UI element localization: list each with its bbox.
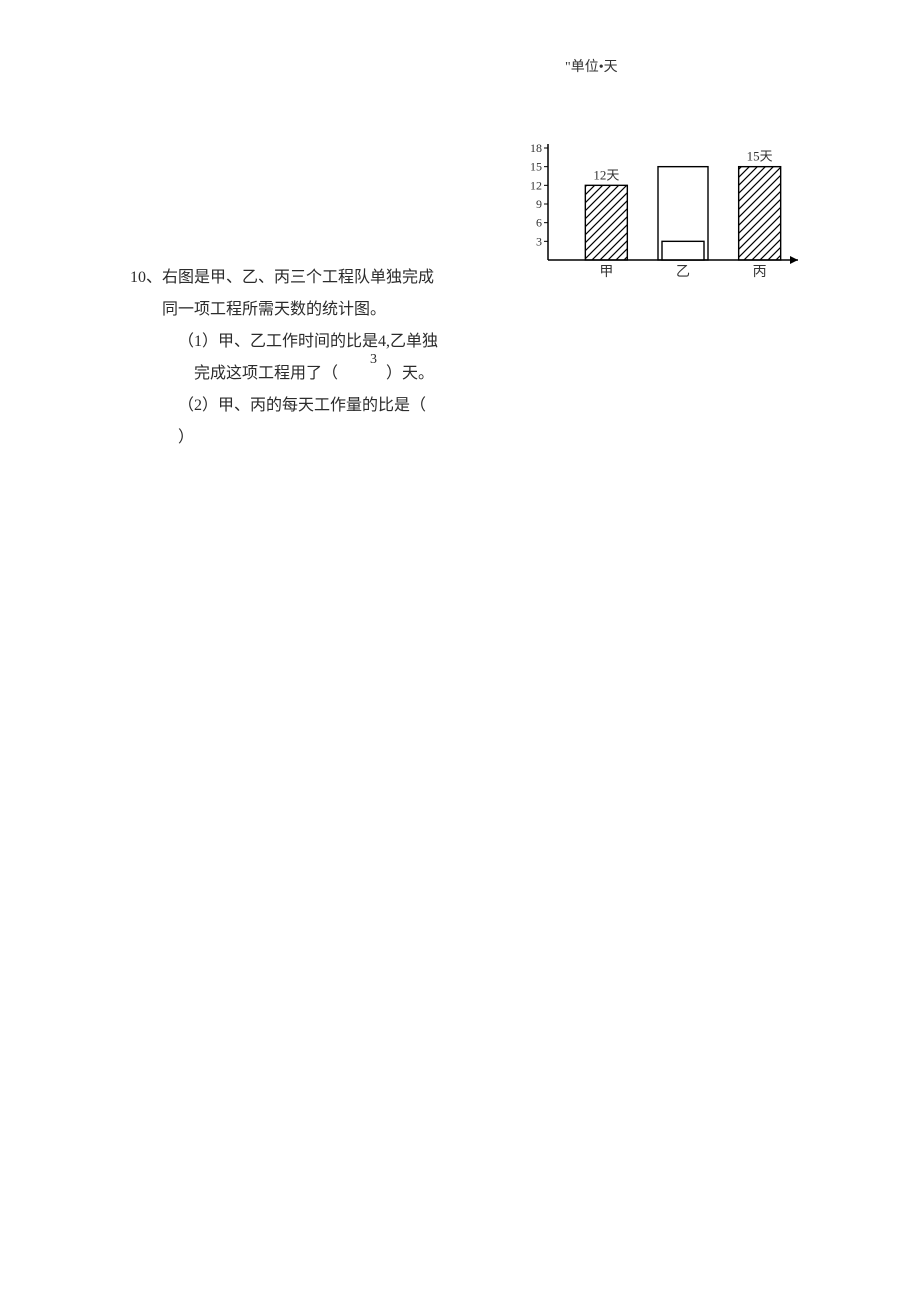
bar-chart-svg: 18 15 12 9 6 3 12天甲 乙 15天丙 [520,140,810,290]
svg-text:12天: 12天 [593,167,619,182]
question-sub2: （2）甲、丙的每天工作量的比是（ ） [178,390,490,454]
question-10: 10、 右图是甲、乙、丙三个工程队单独完成 同一项工程所需天数的统计图。 （1）… [130,262,490,454]
sub1-line2-b: ）天。 [386,365,434,382]
svg-text:9: 9 [536,197,542,211]
svg-text:丙: 丙 [753,265,767,280]
question-line-2: 同一项工程所需天数的统计图。 [162,294,490,326]
question-line-1: 右图是甲、乙、丙三个工程队单独完成 [162,262,434,294]
question-sub1-line1: （1）甲、乙工作时间的比是4,乙单独 [178,326,490,358]
sub2-b: ） [178,429,194,446]
unit-label: "单位•天 [565,56,618,76]
sub2-a: （2）甲、丙的每天工作量的比是（ [178,397,426,414]
fraction-numerator: 3 [370,346,377,374]
question-number: 10、 [130,262,162,294]
svg-text:15: 15 [530,160,542,174]
svg-text:甲: 甲 [599,265,613,280]
svg-text:18: 18 [530,141,542,155]
svg-text:3: 3 [536,234,542,248]
svg-text:15天: 15天 [747,149,773,164]
question-sub1-line2: 3 完成这项工程用了（）天。 [194,358,490,390]
svg-text:乙: 乙 [676,264,690,280]
bar-chart: 18 15 12 9 6 3 12天甲 乙 15天丙 [520,140,810,290]
svg-text:12: 12 [530,178,542,192]
svg-text:6: 6 [536,216,542,230]
sub1-line2-a: 完成这项工程用了（ [194,365,338,382]
